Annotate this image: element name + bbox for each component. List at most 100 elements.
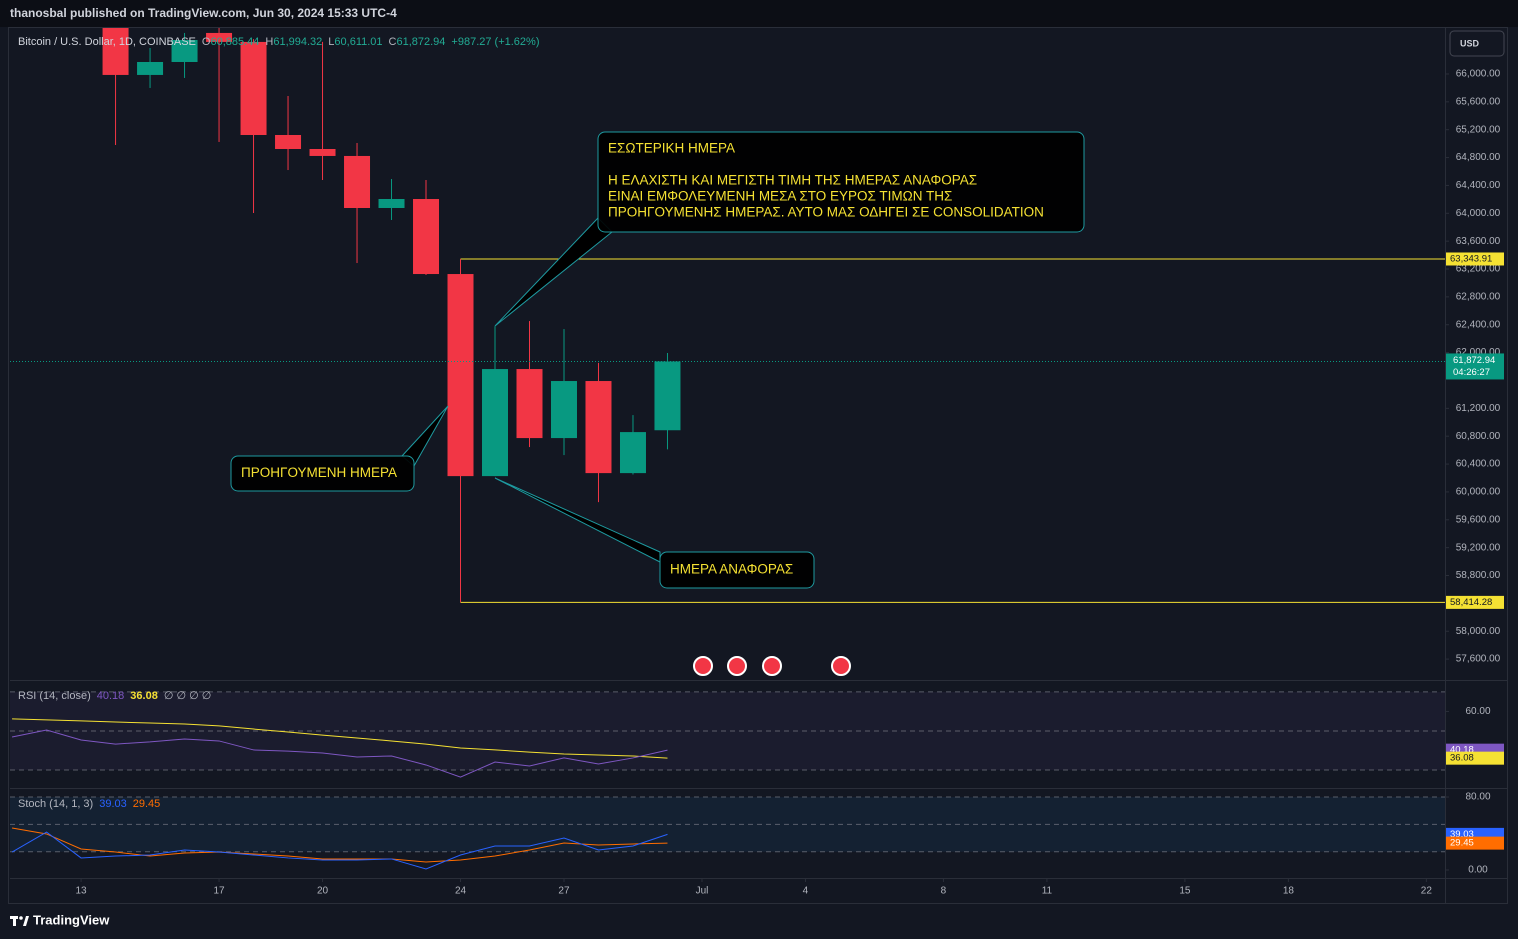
- plot-area: [10, 28, 1445, 603]
- legend-item: 60,611.01: [334, 36, 382, 48]
- candle-body: [516, 369, 543, 439]
- currency: USD: [1460, 38, 1480, 48]
- candle-body: [309, 148, 336, 156]
- event-icon[interactable]: [762, 656, 782, 676]
- x-tick-label: 22: [1421, 886, 1433, 897]
- band-background: [10, 691, 1445, 771]
- legend-item: +987.27 (+1.62%): [451, 36, 539, 48]
- legend-extra: ∅ ∅ ∅ ∅: [164, 690, 212, 702]
- x-tick-label: Jul: [696, 886, 709, 897]
- y-tick-label: 62,400.00: [1456, 319, 1501, 330]
- candle-body: [550, 381, 577, 439]
- x-tick-label: 24: [455, 886, 467, 897]
- legend-value: 29.45: [133, 798, 161, 810]
- x-tick-label: 17: [213, 886, 225, 897]
- candle-body: [206, 32, 233, 42]
- candle-body: [654, 361, 681, 431]
- callout-title: ΕΣΩΤΕΡΙΚΗ ΗΜΕΡΑ: [608, 141, 735, 156]
- legend-value: 36.08: [130, 690, 158, 702]
- candle-body: [171, 39, 198, 62]
- indicator-line: [11, 827, 668, 863]
- candle-body: [102, 28, 129, 75]
- callout-box: [230, 455, 415, 492]
- indicator-line: [11, 831, 668, 870]
- callout-box: [597, 131, 1085, 233]
- last-price-tag-bg: [1446, 353, 1504, 380]
- countdown: 04:26:27: [1453, 367, 1490, 378]
- indicator-line: [12, 718, 668, 759]
- logo-part: [13, 916, 16, 926]
- candle-body: [585, 381, 612, 474]
- event-icon[interactable]: [727, 656, 747, 676]
- y-tick-label: 60.00: [1465, 706, 1490, 717]
- legend-item: Bitcoin / U.S. Dollar, 1D, COINBASE: [18, 36, 196, 48]
- hline-label: 63,343.91: [1450, 254, 1492, 265]
- legend-title: RSI (14, close): [18, 690, 91, 702]
- legend-item: 60,885.44: [210, 36, 259, 48]
- y-tick-label: 80.00: [1465, 792, 1490, 803]
- y-tick-label: 60,400.00: [1456, 459, 1501, 470]
- y-tick-label: 64,000.00: [1456, 208, 1501, 219]
- x-tick-label: 4: [803, 886, 809, 897]
- y-tick-label: 60,000.00: [1456, 487, 1501, 498]
- legend-item: L: [328, 36, 334, 48]
- y-tick-label: 66,000.00: [1456, 69, 1501, 80]
- candle-body: [378, 199, 405, 208]
- callout-title: ΠΡΟΗΓΟΥΜΕΝΗ ΗΜΕΡΑ: [241, 465, 397, 480]
- last-value-tag-bg: [1446, 836, 1504, 850]
- y-tick-label: 0.00: [1468, 865, 1488, 876]
- plot-area: [11, 827, 668, 870]
- candle-body: [275, 134, 302, 149]
- x-tick-label: 11: [1042, 886, 1053, 897]
- x-tick-label: 13: [75, 886, 87, 897]
- last-value-tag-bg: [1446, 751, 1504, 765]
- last-value-tag: 39.03: [1450, 829, 1474, 840]
- event-icon[interactable]: [831, 656, 851, 676]
- hline-label-bg: [1446, 595, 1504, 609]
- y-tick-label: 58,000.00: [1456, 626, 1501, 637]
- legend: Stoch (14, 1, 3) 39.03 29.45: [18, 798, 160, 810]
- candle-body: [619, 432, 646, 474]
- footer: TradingView: [33, 912, 110, 927]
- callout-line: Η ΕΛΑΧΙΣΤΗ ΚΑΙ ΜΕΓΙΣΤΗ ΤΙΜΗ ΤΗΣ ΗΜΕΡΑΣ Α…: [608, 173, 977, 188]
- plot-area: [11, 718, 668, 778]
- y-tick-label: 64,800.00: [1456, 152, 1501, 163]
- callout-title: ΗΜΕΡΑ ΑΝΑΦΟΡΑΣ: [670, 562, 793, 577]
- header-bar: [0, 0, 1518, 27]
- callout-box: [659, 551, 815, 589]
- candle-body: [137, 61, 164, 75]
- legend-item: 61,872.94: [396, 36, 445, 48]
- y-tick-label: 57,600.00: [1456, 654, 1501, 665]
- candle-body: [240, 41, 267, 135]
- event-icon[interactable]: [693, 656, 713, 676]
- y-tick-label: 62,800.00: [1456, 292, 1501, 303]
- x-tick-label: 15: [1179, 886, 1191, 897]
- hline-label: 58,414.28: [1450, 597, 1492, 608]
- y-tick-label: 65,200.00: [1456, 124, 1501, 135]
- last-value-tag: 40.18: [1450, 745, 1474, 756]
- y-tick-label: 61,200.00: [1456, 403, 1501, 414]
- legend-item: 61,994.32: [273, 36, 322, 48]
- event-icons: [693, 656, 851, 676]
- callout-line: ΠΡΟΗΓΟΥΜΕΝΗΣ ΗΜΕΡΑΣ. ΑΥΤΟ ΜΑΣ ΟΔΗΓΕΙ ΣΕ …: [608, 205, 1044, 220]
- legend: Bitcoin / U.S. Dollar, 1D, COINBASE O60,8…: [18, 36, 540, 48]
- y-tick-label: 60,800.00: [1456, 431, 1501, 442]
- footer-logo: [10, 916, 29, 926]
- y-tick-label: 63,600.00: [1456, 236, 1501, 247]
- currency-button[interactable]: [1449, 30, 1505, 57]
- x-tick-label: 20: [317, 886, 329, 897]
- y-tick-label: 65,600.00: [1456, 96, 1501, 107]
- y-tick-label: 63,200.00: [1456, 264, 1501, 275]
- candle-body: [413, 199, 440, 275]
- legend-item: C: [389, 36, 397, 48]
- legend: RSI (14, close) 40.18 36.08 ∅ ∅ ∅ ∅: [18, 690, 211, 702]
- x-tick-label: 18: [1283, 886, 1295, 897]
- candle-body: [344, 155, 371, 208]
- y-tick-label: 64,400.00: [1456, 180, 1501, 191]
- logo-part: [23, 916, 29, 926]
- last-value-tag: 29.45: [1450, 838, 1474, 849]
- legend-title: Stoch (14, 1, 3): [18, 798, 93, 810]
- hline-label-bg: [1446, 252, 1504, 266]
